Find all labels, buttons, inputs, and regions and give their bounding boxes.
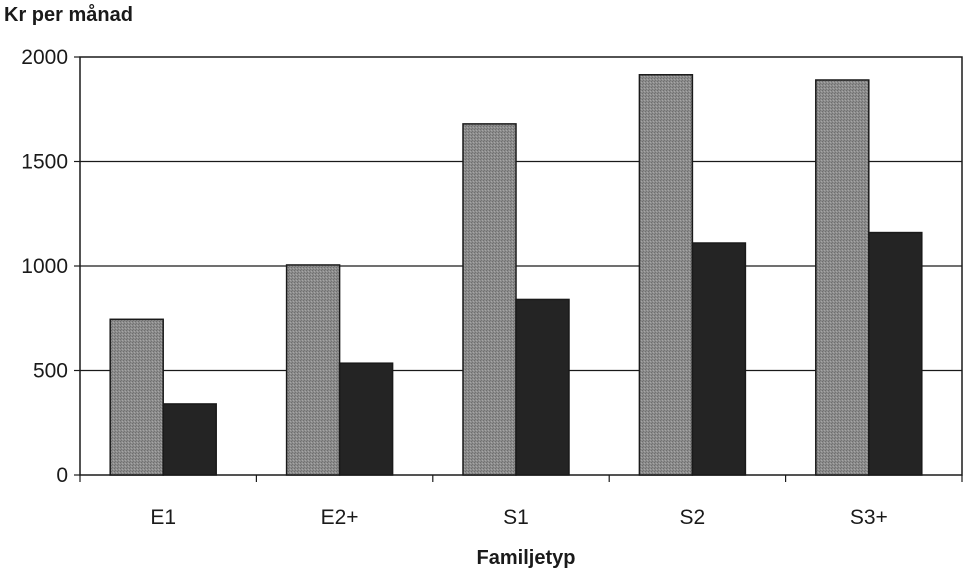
bar-E1-series-1 <box>109 318 164 476</box>
x-axis: E1 E2+ S1 S2 S3+ <box>79 475 963 529</box>
bar-S2-series-1 <box>638 74 694 476</box>
bar-S2-series-2 <box>691 242 747 476</box>
x-axis-label: Familjetyp <box>477 547 576 569</box>
y-tick-label: 2000 <box>21 46 68 69</box>
bar-E2+-series-1 <box>285 264 341 476</box>
bar-E1-series-2 <box>162 403 217 476</box>
y-tick-label: 500 <box>33 360 68 383</box>
bar-S3+-series-1 <box>815 79 870 476</box>
x-tick-label: S1 <box>503 506 529 529</box>
x-tick-label: S3+ <box>850 506 888 529</box>
x-tick-label: E2+ <box>321 506 359 529</box>
bar-S1-series-2 <box>515 298 570 476</box>
y-axis-ticks: 0 500 1000 1500 2000 <box>21 46 80 487</box>
y-axis-label: Kr per månad <box>4 3 133 26</box>
bars <box>109 74 923 476</box>
x-tick-label: S2 <box>680 506 706 529</box>
bar-S1-series-1 <box>462 123 517 476</box>
bar-E2+-series-2 <box>338 362 394 476</box>
y-tick-label: 0 <box>56 464 68 487</box>
y-tick-label: 1000 <box>21 255 68 278</box>
y-tick-label: 1500 <box>21 151 68 174</box>
x-tick-label: E1 <box>150 506 176 529</box>
bar-S3+-series-2 <box>868 231 923 476</box>
